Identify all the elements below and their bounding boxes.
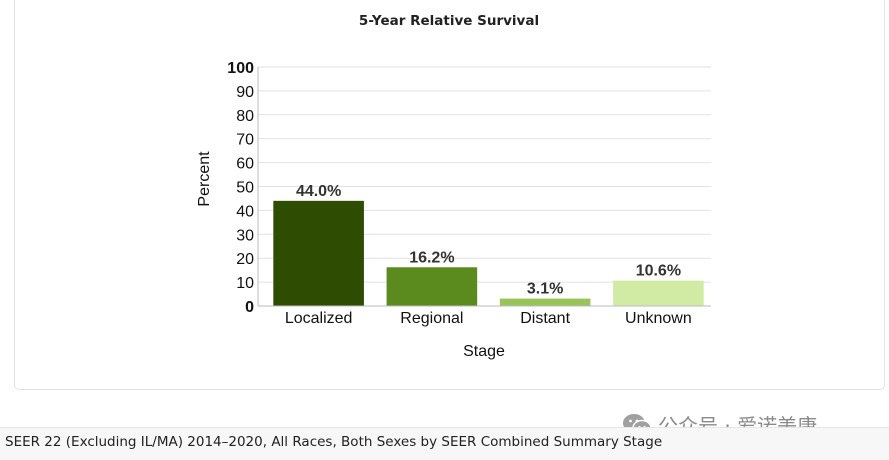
x-tick-label: Unknown xyxy=(625,310,692,327)
y-axis-title: Percent xyxy=(196,151,213,207)
bar-distant xyxy=(499,298,591,306)
x-tick-label: Regional xyxy=(400,310,463,327)
chart-caption: SEER 22 (Excluding IL/MA) 2014–2020, All… xyxy=(5,434,663,450)
data-label: 3.1% xyxy=(527,281,563,298)
y-tick-label: 100 xyxy=(227,60,254,77)
bar-regional xyxy=(386,267,478,306)
footer-bar xyxy=(0,427,889,460)
y-tick-label: 20 xyxy=(236,251,254,268)
x-axis-title: Stage xyxy=(463,343,505,360)
data-labels: 44.0% 16.2% 3.1% 10.6% xyxy=(296,183,681,298)
bar-localized xyxy=(273,200,364,306)
y-tick-label: 50 xyxy=(236,180,254,197)
bar-chart: 5-Year Relative Survival 0 10 20 30 40 50 60 70… xyxy=(196,13,711,360)
data-label: 10.6% xyxy=(636,263,681,280)
x-tick-label: Localized xyxy=(285,310,353,327)
data-label: 44.0% xyxy=(296,183,341,200)
bar-unknown xyxy=(613,280,704,306)
y-axis-ticks: 0 10 20 30 40 50 60 70 80 90 100 xyxy=(227,60,254,316)
x-tick-label: Distant xyxy=(520,310,570,327)
chart-panel xyxy=(14,0,885,390)
data-label: 16.2% xyxy=(409,249,454,266)
chart-title: 5-Year Relative Survival xyxy=(359,13,539,29)
y-tick-label: 60 xyxy=(236,156,254,173)
y-tick-label: 40 xyxy=(236,203,254,220)
y-tick-label: 10 xyxy=(236,275,254,292)
y-tick-label: 80 xyxy=(236,108,254,125)
x-axis-categories: Localized Regional Distant Unknown xyxy=(285,310,692,327)
y-tick-label: 70 xyxy=(236,132,254,149)
y-tick-label: 0 xyxy=(245,299,254,316)
bars xyxy=(273,200,704,306)
y-tick-label: 30 xyxy=(236,227,254,244)
y-tick-label: 90 xyxy=(236,84,254,101)
